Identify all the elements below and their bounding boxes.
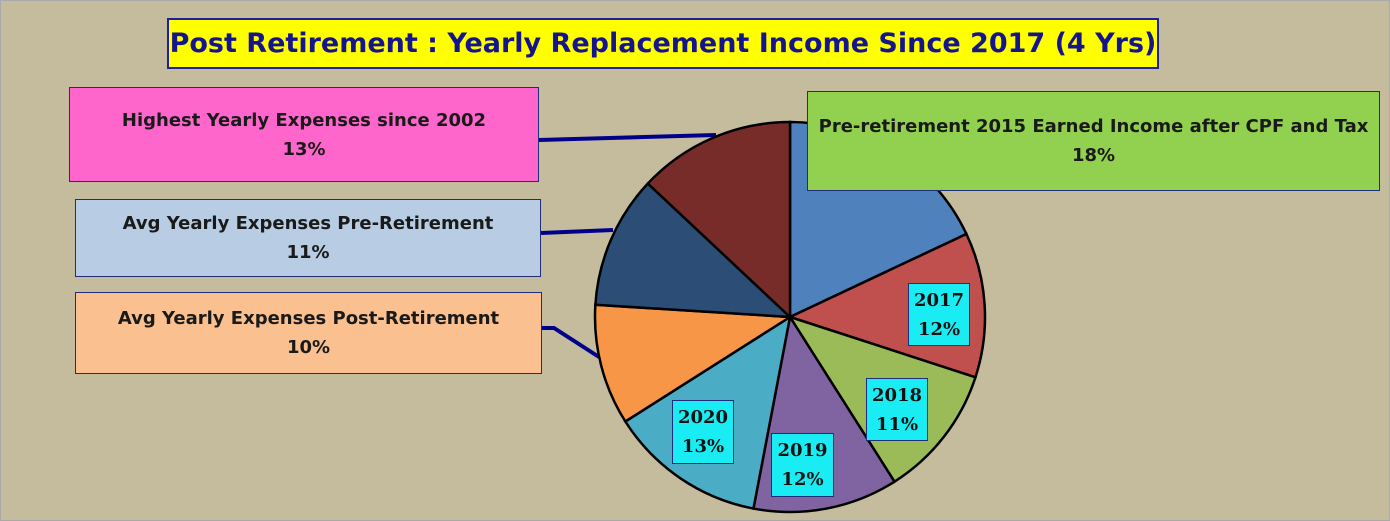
pie-slice-avg-yearly-expenses-post-retirement [593, 303, 794, 424]
leader-line-highest-expenses [538, 133, 717, 142]
slice-label-2020-year: 2020 [677, 407, 729, 428]
slice-label-2019-value: 12% [781, 469, 824, 490]
slice-label-2018: 2018 11% [866, 378, 928, 441]
leader-line-avg-post-retirement [542, 326, 601, 359]
slice-label-2017-year: 2017 [913, 289, 965, 311]
slice-label-2020: 2020 13% [672, 400, 734, 464]
callout-highest-expenses-value: 13% [282, 138, 326, 160]
slice-label-2019-year: 2019 [777, 440, 828, 461]
callout-avg-post-retirement-label: Avg Yearly Expenses Post-Retirement [117, 308, 500, 329]
slice-label-2018-year: 2018 [871, 384, 923, 406]
slice-label-2017-value: 12% [917, 318, 961, 340]
callout-pre-retirement-income: Pre-retirement 2015 Earned Income after … [807, 91, 1380, 191]
callout-avg-pre-retirement-value: 11% [286, 242, 330, 263]
pie-slice-highest-yearly-expenses-since-2002 [646, 120, 792, 320]
leader-line-avg-pre-retirement [540, 228, 614, 235]
callout-highest-expenses-label: Highest Yearly Expenses since 2002 [121, 109, 487, 131]
slice-label-2019: 2019 12% [771, 433, 834, 497]
callout-avg-post-retirement: Avg Yearly Expenses Post-Retirement 10% [75, 292, 542, 374]
pie-slice-avg-yearly-expenses-pre-retirement [594, 181, 794, 319]
callout-highest-expenses: Highest Yearly Expenses since 2002 13% [69, 87, 539, 182]
slice-label-2020-value: 13% [681, 436, 725, 457]
chart-title: Post Retirement : Yearly Replacement Inc… [167, 18, 1159, 69]
callout-avg-post-retirement-value: 10% [286, 337, 331, 358]
slice-label-2017: 2017 12% [908, 283, 970, 346]
callout-pre-retirement-income-value: 18% [1071, 145, 1116, 166]
callout-avg-pre-retirement: Avg Yearly Expenses Pre-Retirement 11% [75, 199, 541, 277]
callout-avg-pre-retirement-label: Avg Yearly Expenses Pre-Retirement [122, 213, 494, 234]
callout-pre-retirement-income-label: Pre-retirement 2015 Earned Income after … [818, 116, 1369, 137]
slice-label-2018-value: 11% [875, 413, 919, 435]
